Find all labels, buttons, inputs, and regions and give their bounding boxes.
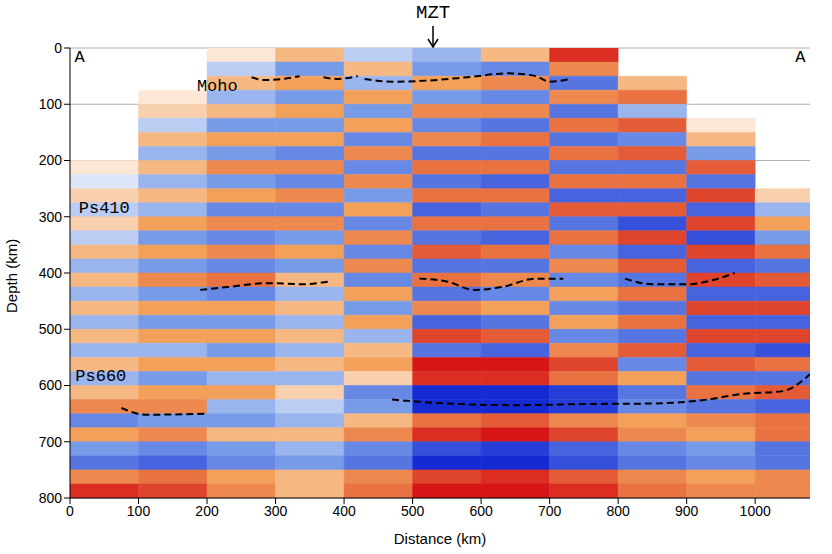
svg-text:500: 500 [39, 321, 63, 337]
svg-text:300: 300 [264, 503, 288, 519]
svg-text:900: 900 [675, 503, 699, 519]
svg-text:400: 400 [39, 265, 63, 281]
svg-text:0: 0 [66, 503, 74, 519]
html-text:MZT: MZT [416, 2, 451, 24]
svg-text:1000: 1000 [740, 503, 771, 519]
svg-text:800: 800 [39, 490, 63, 506]
svg-text:300: 300 [39, 209, 63, 225]
svg-text:Moho: Moho [197, 77, 238, 96]
svg-text:700: 700 [538, 503, 562, 519]
svg-text:400: 400 [332, 503, 356, 519]
svg-text:100: 100 [127, 503, 151, 519]
svg-text:100: 100 [39, 96, 63, 112]
svg-text:700: 700 [39, 434, 63, 450]
svg-text:Ps660: Ps660 [75, 367, 126, 386]
svg-text:A: A [795, 48, 806, 67]
svg-text:200: 200 [39, 152, 63, 168]
svg-text:200: 200 [195, 503, 219, 519]
svg-text:600: 600 [39, 377, 63, 393]
svg-text:600: 600 [469, 503, 493, 519]
svg-text:A: A [74, 48, 85, 67]
svg-text:Ps410: Ps410 [79, 199, 130, 218]
svg-text:Depth (km): Depth (km) [3, 239, 20, 313]
svg-text:800: 800 [606, 503, 630, 519]
svg-text:Distance (km): Distance (km) [394, 530, 487, 547]
svg-text:0: 0 [54, 40, 62, 56]
svg-text:500: 500 [401, 503, 425, 519]
